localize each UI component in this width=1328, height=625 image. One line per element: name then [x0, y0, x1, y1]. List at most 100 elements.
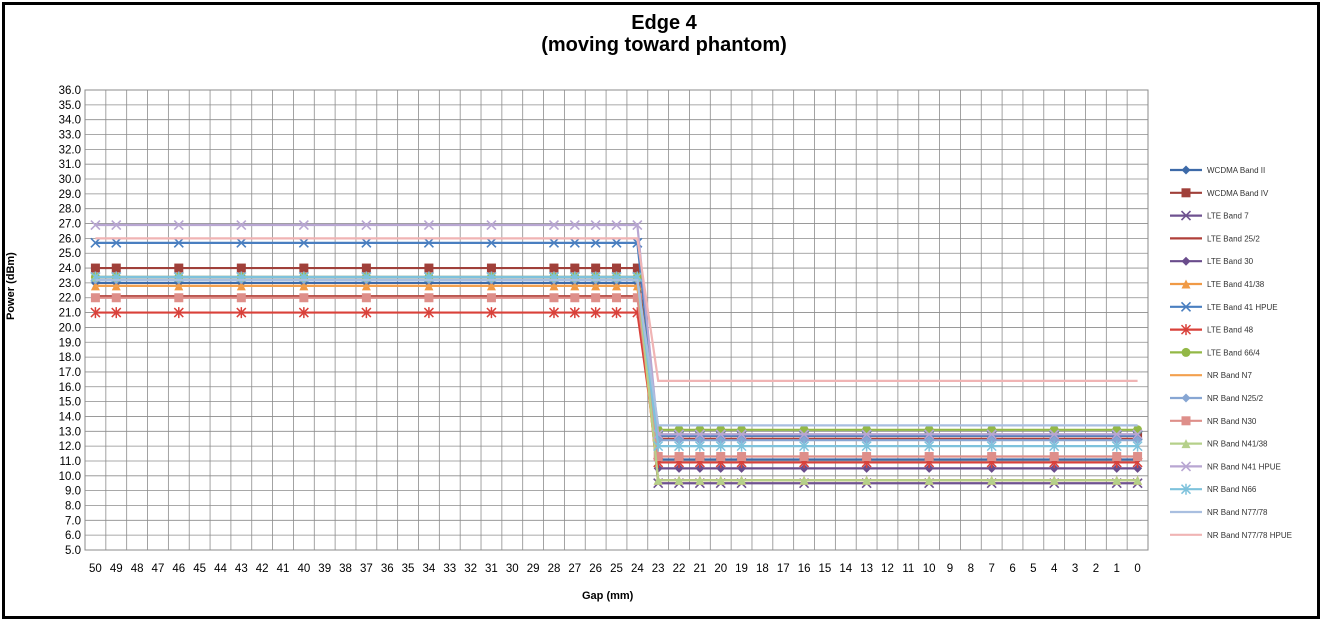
data-point — [715, 429, 726, 440]
series-lines — [90, 219, 1143, 489]
data-point — [653, 429, 664, 440]
data-point — [1133, 452, 1143, 462]
legend-label: NR Band N41 HPUE — [1207, 462, 1281, 471]
data-point — [632, 293, 642, 303]
data-point — [236, 307, 247, 319]
data-point — [236, 263, 246, 273]
data-point — [1181, 393, 1191, 403]
x-tick-label: 45 — [193, 563, 206, 575]
x-tick-label: 7 — [988, 563, 994, 575]
data-point — [111, 293, 121, 303]
data-point — [1112, 425, 1122, 435]
legend-entry: WCDMA Band IV — [1170, 188, 1269, 198]
x-tick-label: 9 — [947, 563, 953, 575]
x-tick-label: 23 — [652, 563, 665, 575]
legend-label: LTE Band 48 — [1207, 326, 1254, 335]
data-point — [90, 237, 101, 248]
data-point — [549, 293, 559, 303]
data-point — [737, 452, 747, 462]
data-point — [862, 475, 872, 485]
data-point — [1181, 439, 1191, 449]
x-tick-label: 3 — [1072, 563, 1078, 575]
x-tick-label: 28 — [548, 563, 561, 575]
data-point — [173, 307, 184, 319]
legend-label: NR Band N77/78 HPUE — [1207, 531, 1292, 540]
y-tick-label: 34.0 — [59, 115, 81, 127]
data-point — [1181, 279, 1191, 289]
legend-label: LTE Band 41/38 — [1207, 280, 1265, 289]
data-point — [361, 293, 371, 303]
data-point — [298, 307, 309, 319]
data-point — [486, 307, 497, 319]
legend-entry: WCDMA Band II — [1170, 165, 1265, 175]
data-point — [111, 263, 121, 273]
series — [90, 293, 1143, 462]
data-point — [298, 219, 309, 231]
data-point — [1132, 440, 1143, 452]
data-point — [361, 237, 372, 248]
data-point — [1180, 301, 1192, 312]
y-tick-label: 8.0 — [65, 500, 81, 512]
data-point — [987, 452, 997, 462]
data-point — [987, 475, 997, 485]
data-point — [611, 219, 622, 231]
data-point — [862, 425, 872, 435]
data-point — [569, 237, 580, 248]
data-point — [862, 463, 872, 473]
data-point — [799, 429, 810, 440]
x-tick-label: 48 — [131, 563, 144, 575]
data-point — [737, 475, 747, 485]
data-point — [548, 237, 560, 248]
y-tick-label: 30.0 — [59, 174, 81, 186]
y-tick-label: 28.0 — [59, 204, 81, 216]
legend-label: LTE Band 66/4 — [1207, 348, 1260, 357]
data-point — [1049, 429, 1060, 440]
x-tick-label: 34 — [423, 563, 436, 575]
data-point — [1049, 463, 1059, 473]
data-point — [799, 425, 809, 435]
data-point — [736, 429, 747, 440]
y-tick-label: 24.0 — [59, 263, 81, 275]
legend-entry: LTE Band 41/38 — [1170, 279, 1265, 289]
data-point — [1181, 347, 1191, 357]
data-point — [716, 475, 726, 485]
x-tick-label: 38 — [339, 563, 352, 575]
data-point — [361, 263, 371, 273]
data-point — [632, 263, 642, 273]
data-point — [861, 429, 872, 440]
data-point — [361, 219, 372, 231]
data-point — [111, 237, 122, 248]
data-point — [695, 435, 705, 445]
legend-entry: LTE Band 41 HPUE — [1170, 301, 1278, 312]
x-tick-label: 39 — [318, 563, 331, 575]
x-tick-label: 41 — [277, 563, 290, 575]
y-tick-label: 19.0 — [59, 337, 81, 349]
legend: WCDMA Band II WCDMA Band IV LTE Band 7 LTE … — [1170, 165, 1292, 540]
legend-label: NR Band N41/38 — [1207, 440, 1268, 449]
y-tick-label: 10.0 — [59, 471, 81, 483]
x-tick-label: 31 — [485, 563, 498, 575]
data-point — [1181, 188, 1191, 198]
data-point — [695, 425, 705, 435]
x-tick-label: 10 — [923, 563, 936, 575]
data-point — [569, 219, 580, 231]
data-point — [90, 293, 100, 303]
x-axis-title: Gap (mm) — [582, 590, 634, 602]
legend-entry: NR Band N41 HPUE — [1170, 461, 1281, 472]
data-point — [695, 475, 705, 485]
legend-entry: NR Band N41/38 — [1170, 439, 1268, 449]
data-point — [590, 219, 601, 231]
series — [95, 278, 1138, 427]
legend-label: LTE Band 30 — [1207, 257, 1254, 266]
legend-entry: LTE Band 66/4 — [1170, 347, 1260, 357]
x-tick-label: 22 — [673, 563, 686, 575]
data-point — [591, 293, 601, 303]
data-point — [862, 435, 872, 445]
x-tick-label: 1 — [1114, 563, 1120, 575]
legend-entry: LTE Band 48 — [1170, 324, 1254, 336]
data-point — [611, 237, 622, 248]
data-point — [799, 452, 809, 462]
y-tick-label: 21.0 — [59, 308, 81, 320]
x-tick-label: 5 — [1030, 563, 1036, 575]
legend-label: NR Band N77/78 — [1207, 508, 1268, 517]
